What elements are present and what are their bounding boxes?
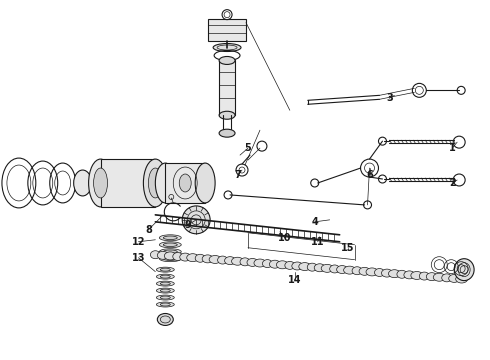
Ellipse shape <box>232 257 244 265</box>
Ellipse shape <box>359 267 370 275</box>
Ellipse shape <box>173 252 183 261</box>
Ellipse shape <box>404 271 415 279</box>
Ellipse shape <box>330 265 340 273</box>
Text: 11: 11 <box>311 237 324 247</box>
Ellipse shape <box>180 253 191 261</box>
Ellipse shape <box>156 302 174 307</box>
Ellipse shape <box>163 257 177 260</box>
Ellipse shape <box>164 252 176 260</box>
Ellipse shape <box>156 267 174 272</box>
Ellipse shape <box>292 262 303 270</box>
Ellipse shape <box>433 273 445 281</box>
Ellipse shape <box>160 282 171 285</box>
Ellipse shape <box>419 272 429 280</box>
Ellipse shape <box>213 44 241 51</box>
Ellipse shape <box>270 260 280 268</box>
Ellipse shape <box>202 255 213 263</box>
Ellipse shape <box>219 129 235 137</box>
Bar <box>100 159 155 207</box>
Ellipse shape <box>159 242 181 248</box>
Ellipse shape <box>156 288 174 293</box>
Ellipse shape <box>163 250 177 253</box>
Text: 6: 6 <box>366 170 373 180</box>
Ellipse shape <box>321 264 333 272</box>
Ellipse shape <box>160 268 171 271</box>
Ellipse shape <box>159 256 181 262</box>
Text: 1: 1 <box>449 143 456 153</box>
Ellipse shape <box>195 254 205 262</box>
Text: 4: 4 <box>311 217 318 227</box>
Ellipse shape <box>160 303 171 306</box>
Ellipse shape <box>382 269 392 277</box>
Bar <box>208 19 246 41</box>
Text: 12: 12 <box>132 237 145 247</box>
Ellipse shape <box>157 314 173 325</box>
Circle shape <box>182 206 210 234</box>
Ellipse shape <box>144 159 167 207</box>
Ellipse shape <box>150 251 160 259</box>
Ellipse shape <box>299 262 311 271</box>
Ellipse shape <box>337 266 347 274</box>
Ellipse shape <box>307 263 317 271</box>
Ellipse shape <box>156 295 174 300</box>
Ellipse shape <box>366 268 378 276</box>
Ellipse shape <box>240 258 250 266</box>
Ellipse shape <box>411 271 423 279</box>
Ellipse shape <box>89 159 113 207</box>
Ellipse shape <box>195 163 215 203</box>
Ellipse shape <box>442 274 452 282</box>
Ellipse shape <box>219 111 235 119</box>
Text: 13: 13 <box>132 253 145 263</box>
Text: 5: 5 <box>245 143 251 153</box>
Ellipse shape <box>187 254 198 262</box>
Ellipse shape <box>163 243 177 247</box>
Ellipse shape <box>159 235 181 241</box>
Ellipse shape <box>224 257 236 265</box>
Ellipse shape <box>343 266 356 274</box>
Ellipse shape <box>352 267 362 275</box>
Text: 10: 10 <box>278 233 292 243</box>
Ellipse shape <box>219 57 235 64</box>
Ellipse shape <box>247 258 258 266</box>
Text: 14: 14 <box>288 275 301 285</box>
Text: 7: 7 <box>235 170 242 180</box>
Ellipse shape <box>389 270 400 278</box>
Ellipse shape <box>74 170 92 196</box>
Ellipse shape <box>374 269 385 276</box>
Ellipse shape <box>155 163 175 203</box>
Ellipse shape <box>218 256 227 264</box>
Ellipse shape <box>263 260 272 267</box>
Text: 15: 15 <box>341 243 354 253</box>
Ellipse shape <box>156 274 174 279</box>
Ellipse shape <box>160 296 171 299</box>
Ellipse shape <box>456 275 467 283</box>
Ellipse shape <box>285 261 295 269</box>
Text: 9: 9 <box>185 220 192 230</box>
Ellipse shape <box>148 168 162 198</box>
Ellipse shape <box>179 174 191 192</box>
Text: 8: 8 <box>145 225 152 235</box>
Ellipse shape <box>276 261 288 269</box>
Ellipse shape <box>156 281 174 286</box>
Ellipse shape <box>159 249 181 255</box>
Ellipse shape <box>454 259 474 280</box>
Ellipse shape <box>163 236 177 239</box>
Ellipse shape <box>157 251 168 259</box>
Ellipse shape <box>160 275 171 278</box>
Ellipse shape <box>397 270 407 278</box>
Ellipse shape <box>94 168 107 198</box>
Bar <box>219 60 235 115</box>
Ellipse shape <box>160 289 171 292</box>
Ellipse shape <box>209 256 221 264</box>
Ellipse shape <box>449 274 460 282</box>
Text: 3: 3 <box>386 93 393 103</box>
Ellipse shape <box>254 259 266 267</box>
Ellipse shape <box>426 273 437 281</box>
Ellipse shape <box>314 264 325 272</box>
Bar <box>165 163 205 203</box>
Text: 2: 2 <box>449 178 456 188</box>
